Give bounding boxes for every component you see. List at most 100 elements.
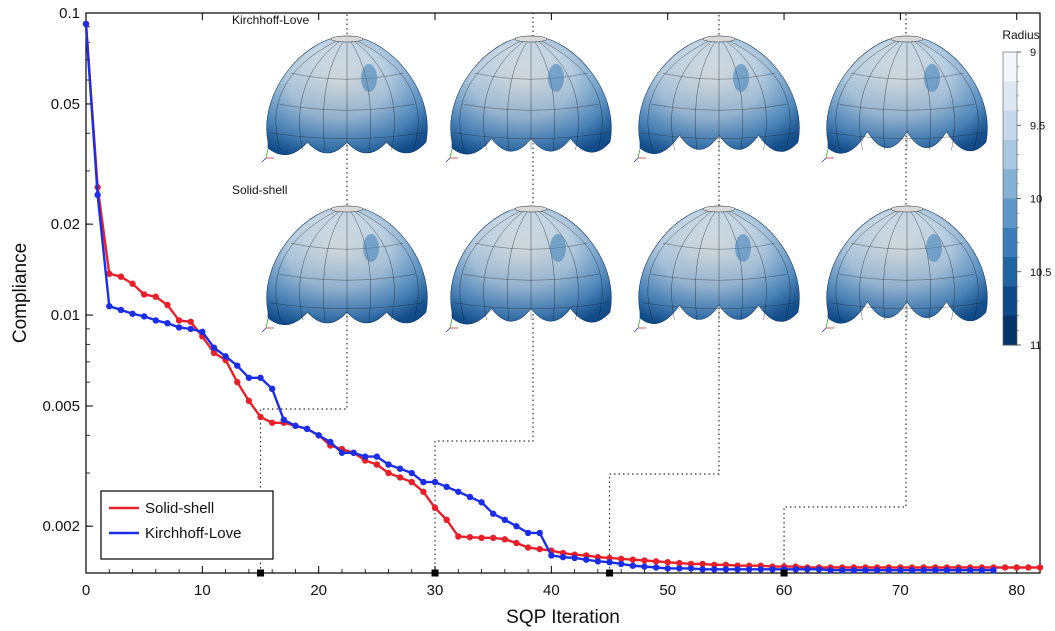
dome-meridian	[906, 35, 955, 151]
dome-meridian	[459, 35, 532, 151]
dome-inset	[633, 205, 800, 333]
y-tick-label: 0.02	[51, 216, 80, 233]
dome-parallel	[279, 273, 415, 281]
colorbar-segment	[1003, 110, 1017, 141]
dome-meridian	[299, 205, 348, 321]
colorbar-tick-label: 10.5	[1030, 267, 1051, 279]
legend-label: Solid-shell	[145, 500, 214, 517]
dome-meridian	[671, 35, 720, 151]
dome-parallel	[651, 103, 787, 111]
dome-inset	[821, 35, 988, 163]
dome-parallel	[641, 302, 797, 309]
data-point	[489, 534, 497, 542]
dome-cap	[514, 205, 548, 213]
dome-parallel	[839, 103, 975, 111]
data-point	[210, 349, 218, 357]
dome-meridian	[671, 205, 720, 321]
data-point	[897, 567, 904, 574]
legend-label: Kirchhoff-Love	[145, 525, 241, 542]
dome-inset	[261, 35, 428, 163]
dome-parallel	[269, 132, 425, 139]
data-point	[408, 469, 415, 477]
data-point	[455, 488, 462, 495]
radius-colorbar: Radius 9 9.5 10 10.5 11	[1002, 28, 1051, 352]
x-tick-label: 80	[1008, 582, 1025, 599]
data-point	[431, 478, 439, 486]
inset-row-label: Solid-shell	[232, 183, 287, 197]
data-point	[420, 478, 427, 486]
data-point	[466, 493, 474, 501]
x-tick-label: 30	[427, 582, 444, 599]
data-point	[94, 191, 101, 199]
dome-parallel	[641, 132, 797, 139]
data-point	[606, 559, 613, 566]
snapshot-marker	[257, 569, 265, 577]
triad-z	[821, 327, 827, 333]
data-point	[164, 301, 171, 309]
data-point	[629, 556, 637, 563]
dome-cap	[702, 35, 736, 43]
data-point	[699, 566, 706, 573]
x-axis-title: SQP Iteration	[506, 607, 620, 628]
data-point	[676, 565, 683, 572]
dome-meridian	[530, 205, 579, 321]
dome-inset	[821, 205, 988, 333]
x-tick-label: 40	[543, 582, 560, 599]
data-point	[257, 413, 264, 421]
data-point	[501, 516, 509, 524]
dome-cap	[330, 205, 364, 213]
dome-meridian	[459, 205, 532, 321]
dome-meridian	[695, 35, 720, 151]
data-point	[513, 539, 520, 547]
snapshot-marker	[431, 569, 439, 577]
x-tick-label: 70	[892, 582, 909, 599]
x-tick-label: 10	[194, 582, 211, 599]
data-point	[140, 313, 148, 320]
data-point	[234, 362, 241, 369]
triad-y	[637, 148, 641, 159]
data-point	[187, 318, 194, 325]
data-point	[629, 562, 637, 569]
data-point	[117, 273, 125, 280]
data-point	[489, 510, 497, 517]
colorbar-segment	[1003, 315, 1017, 346]
dome-spot	[924, 64, 940, 92]
dome-parallel	[279, 103, 415, 111]
snapshot-marker	[606, 569, 614, 577]
dome-parallel	[474, 72, 588, 80]
data-point	[839, 567, 846, 574]
colorbar-segment	[1003, 198, 1017, 229]
dome-meridian	[835, 205, 908, 321]
dome-meridian	[906, 205, 955, 321]
data-point	[408, 478, 415, 486]
dome-spot	[733, 64, 749, 92]
data-point	[815, 566, 823, 573]
data-point	[804, 566, 811, 573]
dome-meridian	[346, 205, 419, 321]
dome-meridian	[483, 205, 532, 321]
data-point	[1025, 564, 1032, 571]
y-tick-label: 0.01	[51, 307, 80, 324]
dome-parallel	[453, 132, 609, 139]
data-point	[536, 545, 543, 553]
colorbar-segment	[1003, 227, 1017, 258]
dome-cap	[514, 35, 548, 43]
data-point	[943, 567, 951, 574]
data-point	[385, 469, 392, 477]
dome-meridian	[530, 35, 579, 151]
data-point	[222, 353, 229, 360]
dome-meridian	[835, 35, 908, 151]
y-tick-label: 0.1	[59, 5, 80, 22]
triad-z	[633, 327, 639, 333]
data-point	[513, 523, 520, 530]
data-point	[245, 374, 253, 381]
dome-spot	[926, 234, 942, 262]
data-point	[1036, 564, 1044, 571]
data-point	[245, 397, 253, 405]
data-point	[617, 560, 625, 568]
data-point	[431, 504, 439, 512]
data-point	[338, 449, 346, 456]
dome-parallel	[463, 103, 599, 111]
dome-parallel	[651, 273, 787, 281]
